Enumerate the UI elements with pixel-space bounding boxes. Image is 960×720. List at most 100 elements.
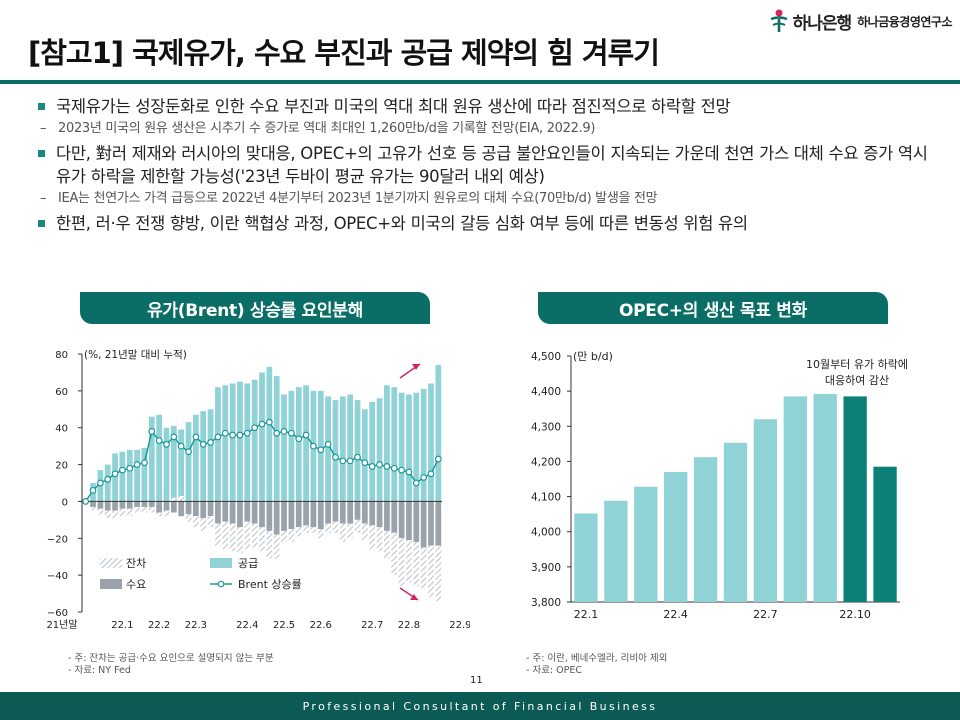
demand-bar: [295, 501, 302, 528]
demand-bar: [148, 501, 155, 507]
supply-bar: [126, 449, 133, 502]
brent-point: [170, 433, 178, 441]
y-tick-label: 60: [55, 387, 68, 398]
demand-bar: [332, 501, 339, 522]
residual-bar: [317, 529, 324, 539]
bullet-item: 한편, 러·우 전쟁 향방, 이란 핵협상 과정, OPEC+와 미국의 갈등 …: [36, 212, 936, 235]
supply-bar: [376, 398, 383, 502]
y-tick-label: −20: [47, 534, 68, 545]
demand-bar: [119, 501, 126, 509]
demand-bar: [384, 501, 390, 531]
legend-residual-label: 잔차: [126, 557, 146, 570]
brent-point: [376, 461, 383, 468]
x-tick-label: 22.5: [273, 620, 295, 631]
brent-point: [89, 486, 97, 494]
right-chart-notes: - 주: 이란, 베네수엘라, 리비아 제외 - 자료: OPEC: [526, 653, 667, 677]
residual-bar: [354, 519, 361, 533]
brent-point: [236, 431, 244, 439]
supply-bar: [178, 429, 185, 502]
residual-bar: [266, 530, 273, 559]
supply-bar: [435, 365, 442, 502]
unit-label: (%, 21년말 대비 누적): [84, 349, 187, 361]
supply-bar: [148, 416, 155, 502]
supply-bar: [193, 414, 199, 502]
brent-point: [214, 433, 222, 441]
footer-tagline: Professional Consultant of Financial Bus…: [0, 692, 960, 720]
supply-bar: [339, 396, 346, 502]
legend-brent-label: Brent 상승률: [238, 578, 302, 591]
page-title: [참고1] 국제유가, 수요 부진과 공급 제약의 힘 겨루기: [28, 36, 660, 70]
brent-point: [346, 457, 354, 465]
demand-bar: [97, 501, 104, 509]
brent-point: [420, 474, 428, 481]
supply-bar: [185, 422, 192, 502]
demand-bar: [325, 501, 331, 524]
residual-bar: [90, 506, 96, 511]
demand-bar: [141, 501, 148, 507]
y-tick-label: 40: [55, 424, 68, 435]
demand-bar: [428, 501, 434, 546]
demand-bar: [420, 501, 427, 548]
right-chart-heading: OPEC+의 생산 목표 변화: [538, 292, 888, 324]
demand-bar: [193, 501, 199, 517]
brent-point: [258, 420, 266, 428]
brent-point: [361, 459, 369, 467]
legend-supply-label: 공급: [238, 557, 258, 570]
y-tick-label: 3,800: [531, 597, 561, 609]
supply-bar: [237, 381, 243, 502]
residual-bar: [148, 506, 155, 513]
brent-point: [207, 439, 214, 446]
supply-bar: [244, 383, 251, 502]
y-tick-label: 4,100: [531, 492, 561, 504]
brent-point: [273, 429, 281, 437]
y-tick-label: 4,500: [531, 351, 561, 363]
y-tick-label: 20: [55, 461, 68, 472]
note-line: - 주: 이란, 베네수엘라, 리비아 제외: [526, 653, 668, 664]
legend-demand-swatch: [100, 579, 122, 589]
down-arrow-head: [410, 594, 418, 600]
title-divider: [0, 80, 960, 84]
demand-bar: [251, 501, 258, 524]
residual-bar: [325, 523, 331, 533]
supply-bar: [215, 387, 221, 502]
annotation-line: 대응하여 감산: [825, 373, 889, 387]
residual-bar: [406, 540, 412, 583]
x-tick-label: 22.7: [753, 608, 778, 621]
demand-bar: [266, 501, 273, 531]
supply-bar: [332, 400, 339, 502]
brent-point: [354, 453, 361, 461]
y-tick-label: 3,900: [531, 562, 561, 574]
supply-bar: [369, 401, 376, 502]
demand-bar: [200, 501, 207, 519]
production-bar: [783, 396, 807, 602]
production-bar: [574, 513, 598, 602]
demand-bar: [303, 501, 309, 526]
residual-bar: [104, 510, 111, 519]
residual-bar: [376, 527, 383, 552]
residual-bar: [112, 510, 118, 519]
supply-bar: [119, 451, 126, 502]
legend-brent-marker: [217, 580, 225, 588]
brent-point: [324, 440, 332, 448]
brent-point: [96, 479, 104, 487]
demand-bar: [259, 501, 265, 528]
supply-bar: [229, 383, 236, 502]
residual-bar: [420, 547, 427, 589]
brent-point: [434, 455, 442, 463]
demand-bar: [310, 501, 317, 528]
bullet-item: 국제유가는 성장둔화로 인한 수요 부진과 미국의 역대 최대 원유 생산에 따…: [36, 95, 936, 118]
x-tick-label: 22.4: [236, 620, 258, 631]
residual-bar: [134, 506, 140, 513]
demand-bar: [229, 501, 236, 524]
residual-bar: [215, 523, 221, 546]
brent-point: [427, 470, 435, 478]
supply-bar: [281, 394, 287, 502]
residual-bar: [339, 523, 346, 542]
supply-bar: [141, 447, 148, 502]
brent-point: [155, 437, 163, 445]
source-line: - 자료: NY Fed: [68, 665, 131, 676]
residual-bar: [428, 545, 434, 598]
supply-bar: [222, 385, 229, 502]
supply-bar: [273, 376, 280, 502]
left-chart-notes: - 주: 잔차는 공급·수요 요인으로 설명되지 않는 부분 - 자료: NY …: [68, 653, 274, 677]
